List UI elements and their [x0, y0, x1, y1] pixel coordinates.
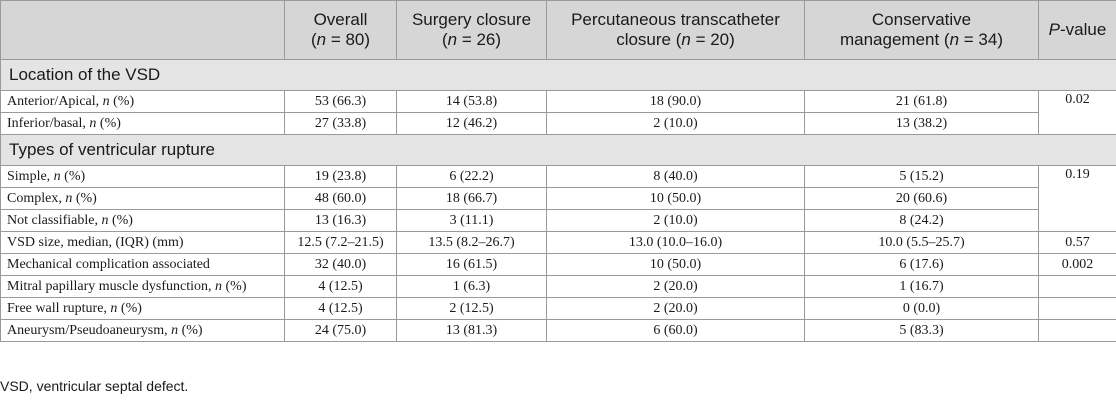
- cell-overall: 13 (16.3): [284, 209, 397, 232]
- cell-conservative: 20 (60.6): [804, 187, 1039, 210]
- section-header-location: Location of the VSD: [0, 59, 1116, 91]
- cell-overall: 32 (40.0): [284, 253, 397, 276]
- header-row: Overall (n = 80) Surgery closure (n = 26…: [0, 0, 1116, 60]
- cell-p-value: 0.002: [1038, 253, 1116, 276]
- row-label: Aneurysm/Pseudoaneurysm, n (%): [0, 319, 285, 342]
- cell-conservative: 0 (0.0): [804, 297, 1039, 320]
- cell-overall: 4 (12.5): [284, 275, 397, 298]
- section-header-rupture-types: Types of ventricular rupture: [0, 134, 1116, 166]
- row-label: Not classifiable, n (%): [0, 209, 285, 232]
- table-row: Mechanical complication associated 32 (4…: [0, 253, 1116, 276]
- cell-conservative: 5 (83.3): [804, 319, 1039, 342]
- cell-surgery: 16 (61.5): [396, 253, 547, 276]
- row-label: Complex, n (%): [0, 187, 285, 210]
- cell-conservative: 21 (61.8): [804, 90, 1039, 113]
- cell-conservative: 5 (15.2): [804, 165, 1039, 188]
- header-p-value: P-value: [1038, 0, 1116, 60]
- header-blank: [0, 0, 285, 60]
- row-label: Mechanical complication associated: [0, 253, 285, 276]
- cell-conservative: 13 (38.2): [804, 112, 1039, 135]
- cell-percutaneous: 2 (20.0): [546, 275, 805, 298]
- cell-percutaneous: 13.0 (10.0–16.0): [546, 231, 805, 254]
- header-surgery-closure: Surgery closure (n = 26): [396, 0, 547, 60]
- cell-p-value: [1038, 297, 1116, 320]
- table-row: Simple, n (%) 19 (23.8) 6 (22.2) 8 (40.0…: [0, 165, 1116, 232]
- table-footnote: VSD, ventricular septal defect.: [0, 378, 189, 394]
- cell-percutaneous: 8 (40.0): [546, 165, 805, 188]
- section-title: Location of the VSD: [0, 59, 1116, 91]
- cell-surgery: 6 (22.2): [396, 165, 547, 188]
- cell-overall: 24 (75.0): [284, 319, 397, 342]
- cell-p-value: 0.19: [1038, 165, 1116, 232]
- header-percutaneous-closure: Percutaneous transcatheter closure (n = …: [546, 0, 805, 60]
- cell-surgery: 13 (81.3): [396, 319, 547, 342]
- row-label: Mitral papillary muscle dysfunction, n (…: [0, 275, 285, 298]
- cell-p-value: 0.57: [1038, 231, 1116, 254]
- cell-surgery: 12 (46.2): [396, 112, 547, 135]
- cell-percutaneous: 2 (10.0): [546, 112, 805, 135]
- row-label: Inferior/basal, n (%): [0, 112, 285, 135]
- cell-overall: 27 (33.8): [284, 112, 397, 135]
- table-row: VSD size, median, (IQR) (mm) 12.5 (7.2–2…: [0, 231, 1116, 254]
- cell-overall: 4 (12.5): [284, 297, 397, 320]
- cell-surgery: 1 (6.3): [396, 275, 547, 298]
- cell-surgery: 2 (12.5): [396, 297, 547, 320]
- cell-p-value: 0.02: [1038, 90, 1116, 135]
- row-label: Anterior/Apical, n (%): [0, 90, 285, 113]
- cell-surgery: 13.5 (8.2–26.7): [396, 231, 547, 254]
- cell-p-value: [1038, 275, 1116, 298]
- cell-overall: 48 (60.0): [284, 187, 397, 210]
- cell-conservative: 8 (24.2): [804, 209, 1039, 232]
- cell-percutaneous: 10 (50.0): [546, 187, 805, 210]
- cell-surgery: 14 (53.8): [396, 90, 547, 113]
- row-label: VSD size, median, (IQR) (mm): [0, 231, 285, 254]
- cell-percutaneous: 18 (90.0): [546, 90, 805, 113]
- table-row: Mitral papillary muscle dysfunction, n (…: [0, 275, 1116, 298]
- cell-conservative: 10.0 (5.5–25.7): [804, 231, 1039, 254]
- cell-overall: 53 (66.3): [284, 90, 397, 113]
- data-table: Overall (n = 80) Surgery closure (n = 26…: [0, 0, 1116, 342]
- row-label: Free wall rupture, n (%): [0, 297, 285, 320]
- section-title: Types of ventricular rupture: [0, 134, 1116, 166]
- cell-conservative: 1 (16.7): [804, 275, 1039, 298]
- cell-percutaneous: 2 (20.0): [546, 297, 805, 320]
- table-row: Not classifiable, n (%) 13 (16.3) 3 (11.…: [0, 209, 1116, 232]
- cell-overall: 19 (23.8): [284, 165, 397, 188]
- cell-percutaneous: 2 (10.0): [546, 209, 805, 232]
- cell-percutaneous: 6 (60.0): [546, 319, 805, 342]
- table-row: Anterior/Apical, n (%) 53 (66.3) 14 (53.…: [0, 90, 1116, 135]
- table-row: Free wall rupture, n (%) 4 (12.5) 2 (12.…: [0, 297, 1116, 320]
- table-row: Aneurysm/Pseudoaneurysm, n (%) 24 (75.0)…: [0, 319, 1116, 342]
- cell-p-value: [1038, 319, 1116, 342]
- cell-percutaneous: 10 (50.0): [546, 253, 805, 276]
- table-row: Complex, n (%) 48 (60.0) 18 (66.7) 10 (5…: [0, 187, 1116, 210]
- cell-surgery: 3 (11.1): [396, 209, 547, 232]
- cell-conservative: 6 (17.6): [804, 253, 1039, 276]
- header-overall: Overall (n = 80): [284, 0, 397, 60]
- row-label: Simple, n (%): [0, 165, 285, 188]
- table-row: Inferior/basal, n (%) 27 (33.8) 12 (46.2…: [0, 112, 1116, 135]
- cell-surgery: 18 (66.7): [396, 187, 547, 210]
- header-conservative-management: Conservative management (n = 34): [804, 0, 1039, 60]
- cell-overall: 12.5 (7.2–21.5): [284, 231, 397, 254]
